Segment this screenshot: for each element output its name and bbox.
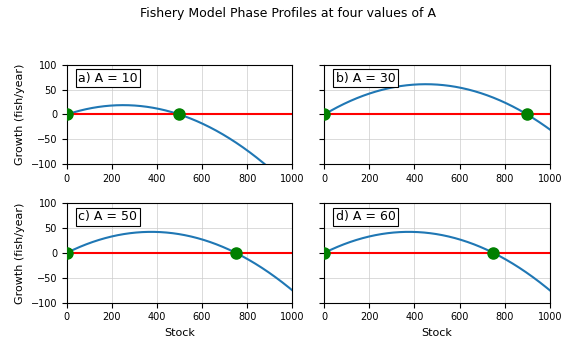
Text: b) A = 30: b) A = 30 xyxy=(336,72,395,85)
Text: c) A = 50: c) A = 50 xyxy=(78,210,137,223)
Y-axis label: Growth (fish/year): Growth (fish/year) xyxy=(15,202,25,304)
Text: a) A = 10: a) A = 10 xyxy=(78,72,138,85)
Y-axis label: Growth (fish/year): Growth (fish/year) xyxy=(15,64,25,165)
Text: d) A = 60: d) A = 60 xyxy=(336,210,395,223)
X-axis label: Stock: Stock xyxy=(164,328,195,338)
X-axis label: Stock: Stock xyxy=(422,328,452,338)
Text: Fishery Model Phase Profiles at four values of A: Fishery Model Phase Profiles at four val… xyxy=(141,7,436,20)
